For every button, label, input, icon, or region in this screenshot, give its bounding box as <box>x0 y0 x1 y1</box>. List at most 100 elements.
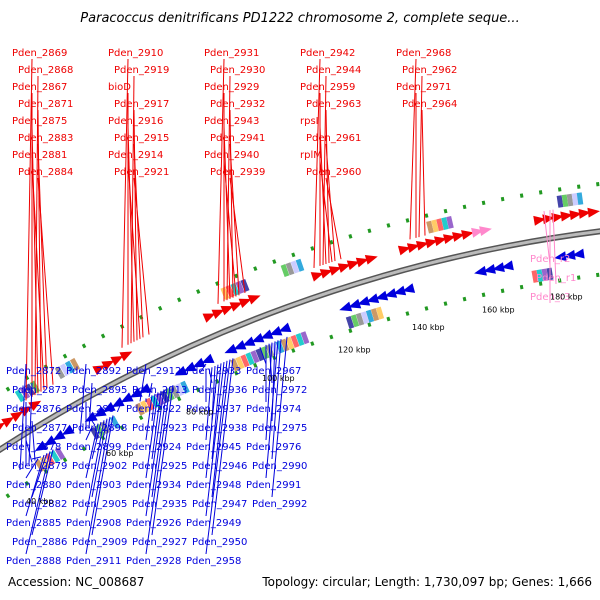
forward-gene-label: rpsI <box>300 116 319 127</box>
tick-mark <box>405 218 410 223</box>
leader-line <box>229 143 240 296</box>
forward-gene-label: Pden_2939 <box>210 167 265 178</box>
tick-mark <box>595 272 600 278</box>
leader-line <box>28 382 33 465</box>
reverse-gene-label: Pden_2927 <box>132 537 187 548</box>
tick-mark <box>329 239 334 245</box>
forward-gene-label: Pden_2943 <box>204 116 259 127</box>
leader-line <box>205 362 225 517</box>
forward-gene-label: Pden_2963 <box>306 99 361 110</box>
forward-gene-label: Pden_2944 <box>306 65 361 76</box>
forward-gene-label: Pden_2915 <box>114 133 169 144</box>
reverse-gene-label: Pden_2876 <box>6 404 61 415</box>
reverse-gene-arrow <box>402 283 416 293</box>
tick-mark <box>443 301 448 306</box>
feature-block <box>531 270 539 283</box>
reverse-gene-label: Pden_2885 <box>6 518 61 529</box>
feature-block <box>446 215 454 229</box>
tick-mark <box>81 343 87 349</box>
feature-block <box>441 217 449 230</box>
leader-line <box>259 347 267 365</box>
forward-gene-label: Pden_2959 <box>300 82 355 93</box>
forward-gene-label: Pden_2884 <box>18 167 73 178</box>
leader-line <box>145 392 159 479</box>
reverse-gene-label: Pden_2872 <box>6 366 61 377</box>
reverse-gene-label: Pden_2967 <box>246 366 301 377</box>
leader-line <box>211 358 234 536</box>
forward-gene-label: Pden_2919 <box>114 65 169 76</box>
tick-mark <box>138 415 144 421</box>
chromosome-backbone <box>0 228 600 454</box>
label-leader-lines <box>19 58 557 555</box>
forward-gene-label: Pden_2881 <box>12 150 67 161</box>
reverse-gene-arrow <box>563 249 576 260</box>
leader-line <box>211 360 228 498</box>
feature-block <box>360 311 370 325</box>
feature-block <box>541 268 549 282</box>
feature-block <box>54 447 66 460</box>
reverse-gene-label: Pden_2950 <box>192 537 247 548</box>
forward-gene-label: Pden_2968 <box>396 48 451 59</box>
scale-label: 100 kbp <box>262 374 295 383</box>
tick-mark <box>576 184 581 189</box>
reverse-gene-label: Pden_2877 <box>12 423 67 434</box>
reverse-gene-label: Pden_2895 <box>72 385 127 396</box>
leader-line <box>79 363 87 434</box>
leader-line <box>199 363 207 373</box>
forward-gene-label: Pden_2867 <box>12 82 67 93</box>
forward-gene-label: Pden_2942 <box>300 48 355 59</box>
leader-line <box>31 449 54 536</box>
forward-gene-label: Pden_2917 <box>114 99 169 110</box>
reverse-gene-label: Pden_2948 <box>186 480 241 491</box>
tick-mark <box>310 246 315 251</box>
reverse-gene-arrow <box>129 387 143 398</box>
leader-line <box>211 365 216 422</box>
leader-line <box>211 363 222 460</box>
feature-block <box>571 193 579 206</box>
forward-gene-label: Pden_2964 <box>402 99 457 110</box>
reverse-gene-label: Pden_2925 <box>132 461 187 472</box>
feature-block <box>345 315 355 329</box>
leader-line <box>31 453 48 498</box>
tick-mark <box>500 288 505 294</box>
reverse-gene-label: Pden_2933 <box>186 366 241 377</box>
tick-mark <box>215 281 220 287</box>
accession-text: Accession: NC_008687 <box>8 575 144 589</box>
leader-line <box>325 177 342 260</box>
leader-line <box>205 367 213 441</box>
feature-block <box>280 264 290 278</box>
reverse-gene-label: Pden_2873 <box>12 385 67 396</box>
tick-mark <box>176 396 182 402</box>
leader-line <box>205 364 219 479</box>
reverse-gene-label: Pden_2902 <box>72 461 127 472</box>
forward-gene-label: Pden_2871 <box>18 99 73 110</box>
summary-text: Topology: circular; Length: 1,730,097 bp… <box>261 575 592 589</box>
forward-gene-label: Pden_2869 <box>12 48 67 59</box>
leader-line <box>121 58 129 348</box>
forward-gene-arrow <box>406 243 420 253</box>
reverse-gene-label: Pden_2974 <box>246 404 301 415</box>
leader-line <box>205 359 231 555</box>
backbone-core <box>0 229 600 452</box>
reverse-gene-label: Pden_2975 <box>252 423 307 434</box>
reverse-gene-arrow <box>474 265 487 276</box>
rna-gene-label: Pden_r1 <box>536 273 576 284</box>
reverse-gene-arrow <box>34 440 48 452</box>
forward-gene-arrow <box>560 211 573 222</box>
reverse-gene-label: Pden_2947 <box>192 499 247 510</box>
tick-mark <box>462 204 467 210</box>
reverse-gene-label: Pden_2886 <box>12 537 67 548</box>
tick-mark <box>424 213 429 218</box>
reverse-gene-label: Pden_2976 <box>246 442 301 453</box>
leader-line <box>265 340 279 479</box>
scale-label: 60 kbp <box>106 449 134 458</box>
tick-mark <box>234 370 239 376</box>
reverse-gene-arrow <box>366 293 380 303</box>
reverse-gene-label: Pden_2909 <box>72 537 127 548</box>
leader-line <box>25 439 33 463</box>
feature-block <box>245 352 255 366</box>
forward-gene-arrow <box>220 306 234 316</box>
forward-gene-label: Pden_2941 <box>210 133 265 144</box>
feature-block <box>295 258 305 272</box>
forward-gene-arrow <box>461 230 474 240</box>
